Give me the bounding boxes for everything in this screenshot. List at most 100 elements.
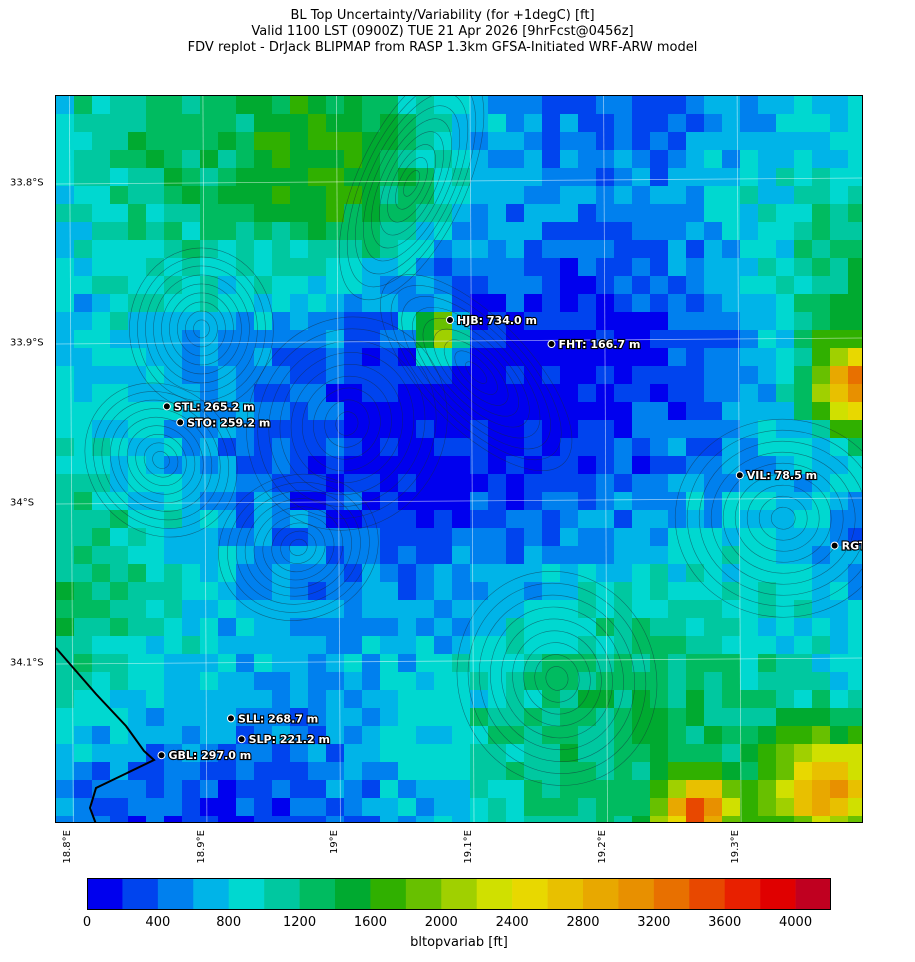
grid-cell [164,240,183,259]
grid-cell [218,690,237,709]
grid-cell [344,186,363,205]
grid-cell [398,456,417,475]
grid-cell [740,312,759,331]
grid-cell [740,348,759,367]
grid-cell [614,402,633,421]
grid-cell [380,618,399,637]
station-dot[interactable] [157,751,166,760]
grid-cell [236,654,255,673]
grid-cell [308,672,327,691]
grid-cell [812,420,831,439]
grid-cell [758,330,777,349]
station-marker[interactable]: GBL: 297.0 m [157,748,252,763]
grid-cell [758,402,777,421]
grid-cell [164,366,183,385]
grid-cell [776,744,795,763]
grid-cell [398,132,417,151]
grid-cell [272,366,291,385]
grid-cell [380,474,399,493]
grid-cell [542,222,561,241]
station-marker[interactable]: VIL: 78.5 m [735,468,818,483]
station-dot[interactable] [162,402,171,411]
station-dot[interactable] [226,714,235,723]
grid-cell [812,402,831,421]
grid-cell [434,600,453,619]
grid-cell [362,276,381,295]
grid-cell [470,276,489,295]
grid-cell [686,150,705,169]
grid-cell [830,420,849,439]
grid-cell [596,96,615,115]
station-dot[interactable] [547,340,556,348]
grid-cell [182,150,201,169]
grid-cell [704,276,723,295]
grid-cell [128,492,147,511]
station-marker[interactable]: SLL: 268.7 m [226,711,319,727]
grid-cell [398,510,417,529]
grid-cell [776,474,795,493]
station-marker[interactable]: HJB: 734.0 m [445,313,538,328]
grid-cell [794,672,813,691]
grid-cell [254,384,273,403]
grid-cell [182,726,201,745]
station-dot[interactable] [176,418,185,427]
grid-cell [650,312,669,331]
grid-cell [650,528,669,547]
grid-cell [218,456,237,475]
grid-cell [650,492,669,511]
grid-cell [434,294,453,313]
contour-line [380,274,573,472]
contour-line [177,301,226,357]
grid-cell [110,816,129,822]
station-marker[interactable]: SLP: 221.2 m [237,732,331,747]
station-dot[interactable] [735,471,744,480]
grid-cell [164,456,183,475]
grid-cell [776,222,795,241]
grid-cell [308,348,327,367]
grid-cell [434,636,453,655]
grid-cell [650,204,669,223]
station-dot[interactable] [445,316,454,324]
grid-cell [722,618,741,637]
grid-cell [686,780,705,799]
grid-cell [236,528,255,547]
station-marker[interactable]: STL: 265.2 m [162,399,256,414]
grid-cell [578,438,597,457]
grid-cell [578,690,597,709]
grid-cell [92,114,111,133]
grid-cell [722,132,741,151]
grid-cell [794,708,813,727]
grid-cell [362,726,381,745]
grid-cell [92,708,111,727]
grid-cell [830,600,849,619]
grid-cell [722,366,741,385]
contour-line [271,522,326,573]
grid-cell [506,618,525,637]
station-marker[interactable]: RGT: 267.5 m [830,538,863,554]
grid-cell [758,150,777,169]
grid-cell [218,294,237,313]
grid-cell [740,168,759,187]
grid-cell [128,816,147,822]
grid-cell [506,330,525,349]
grid-cell [542,564,561,583]
grid-cell [632,618,651,637]
grid-cell [830,312,849,331]
station-dot[interactable] [237,735,246,744]
grid-cell [74,492,93,511]
grid-cell [128,438,147,457]
grid-cell [434,276,453,295]
grid-cell [182,762,201,781]
station-marker[interactable]: STO: 259.2 m [176,415,271,430]
grid-cell [614,438,633,457]
station-marker[interactable]: FHT: 166.7 m [547,337,642,352]
station-label: FHT: 166.7 m [558,338,640,351]
colorbar-swatch [405,878,442,910]
grid-cell [128,348,147,367]
grid-cell [182,168,201,187]
grid-cell [272,276,291,295]
grid-cell [416,744,435,763]
grid-cell [614,222,633,241]
station-dot[interactable] [830,541,839,550]
grid-cell [344,564,363,583]
